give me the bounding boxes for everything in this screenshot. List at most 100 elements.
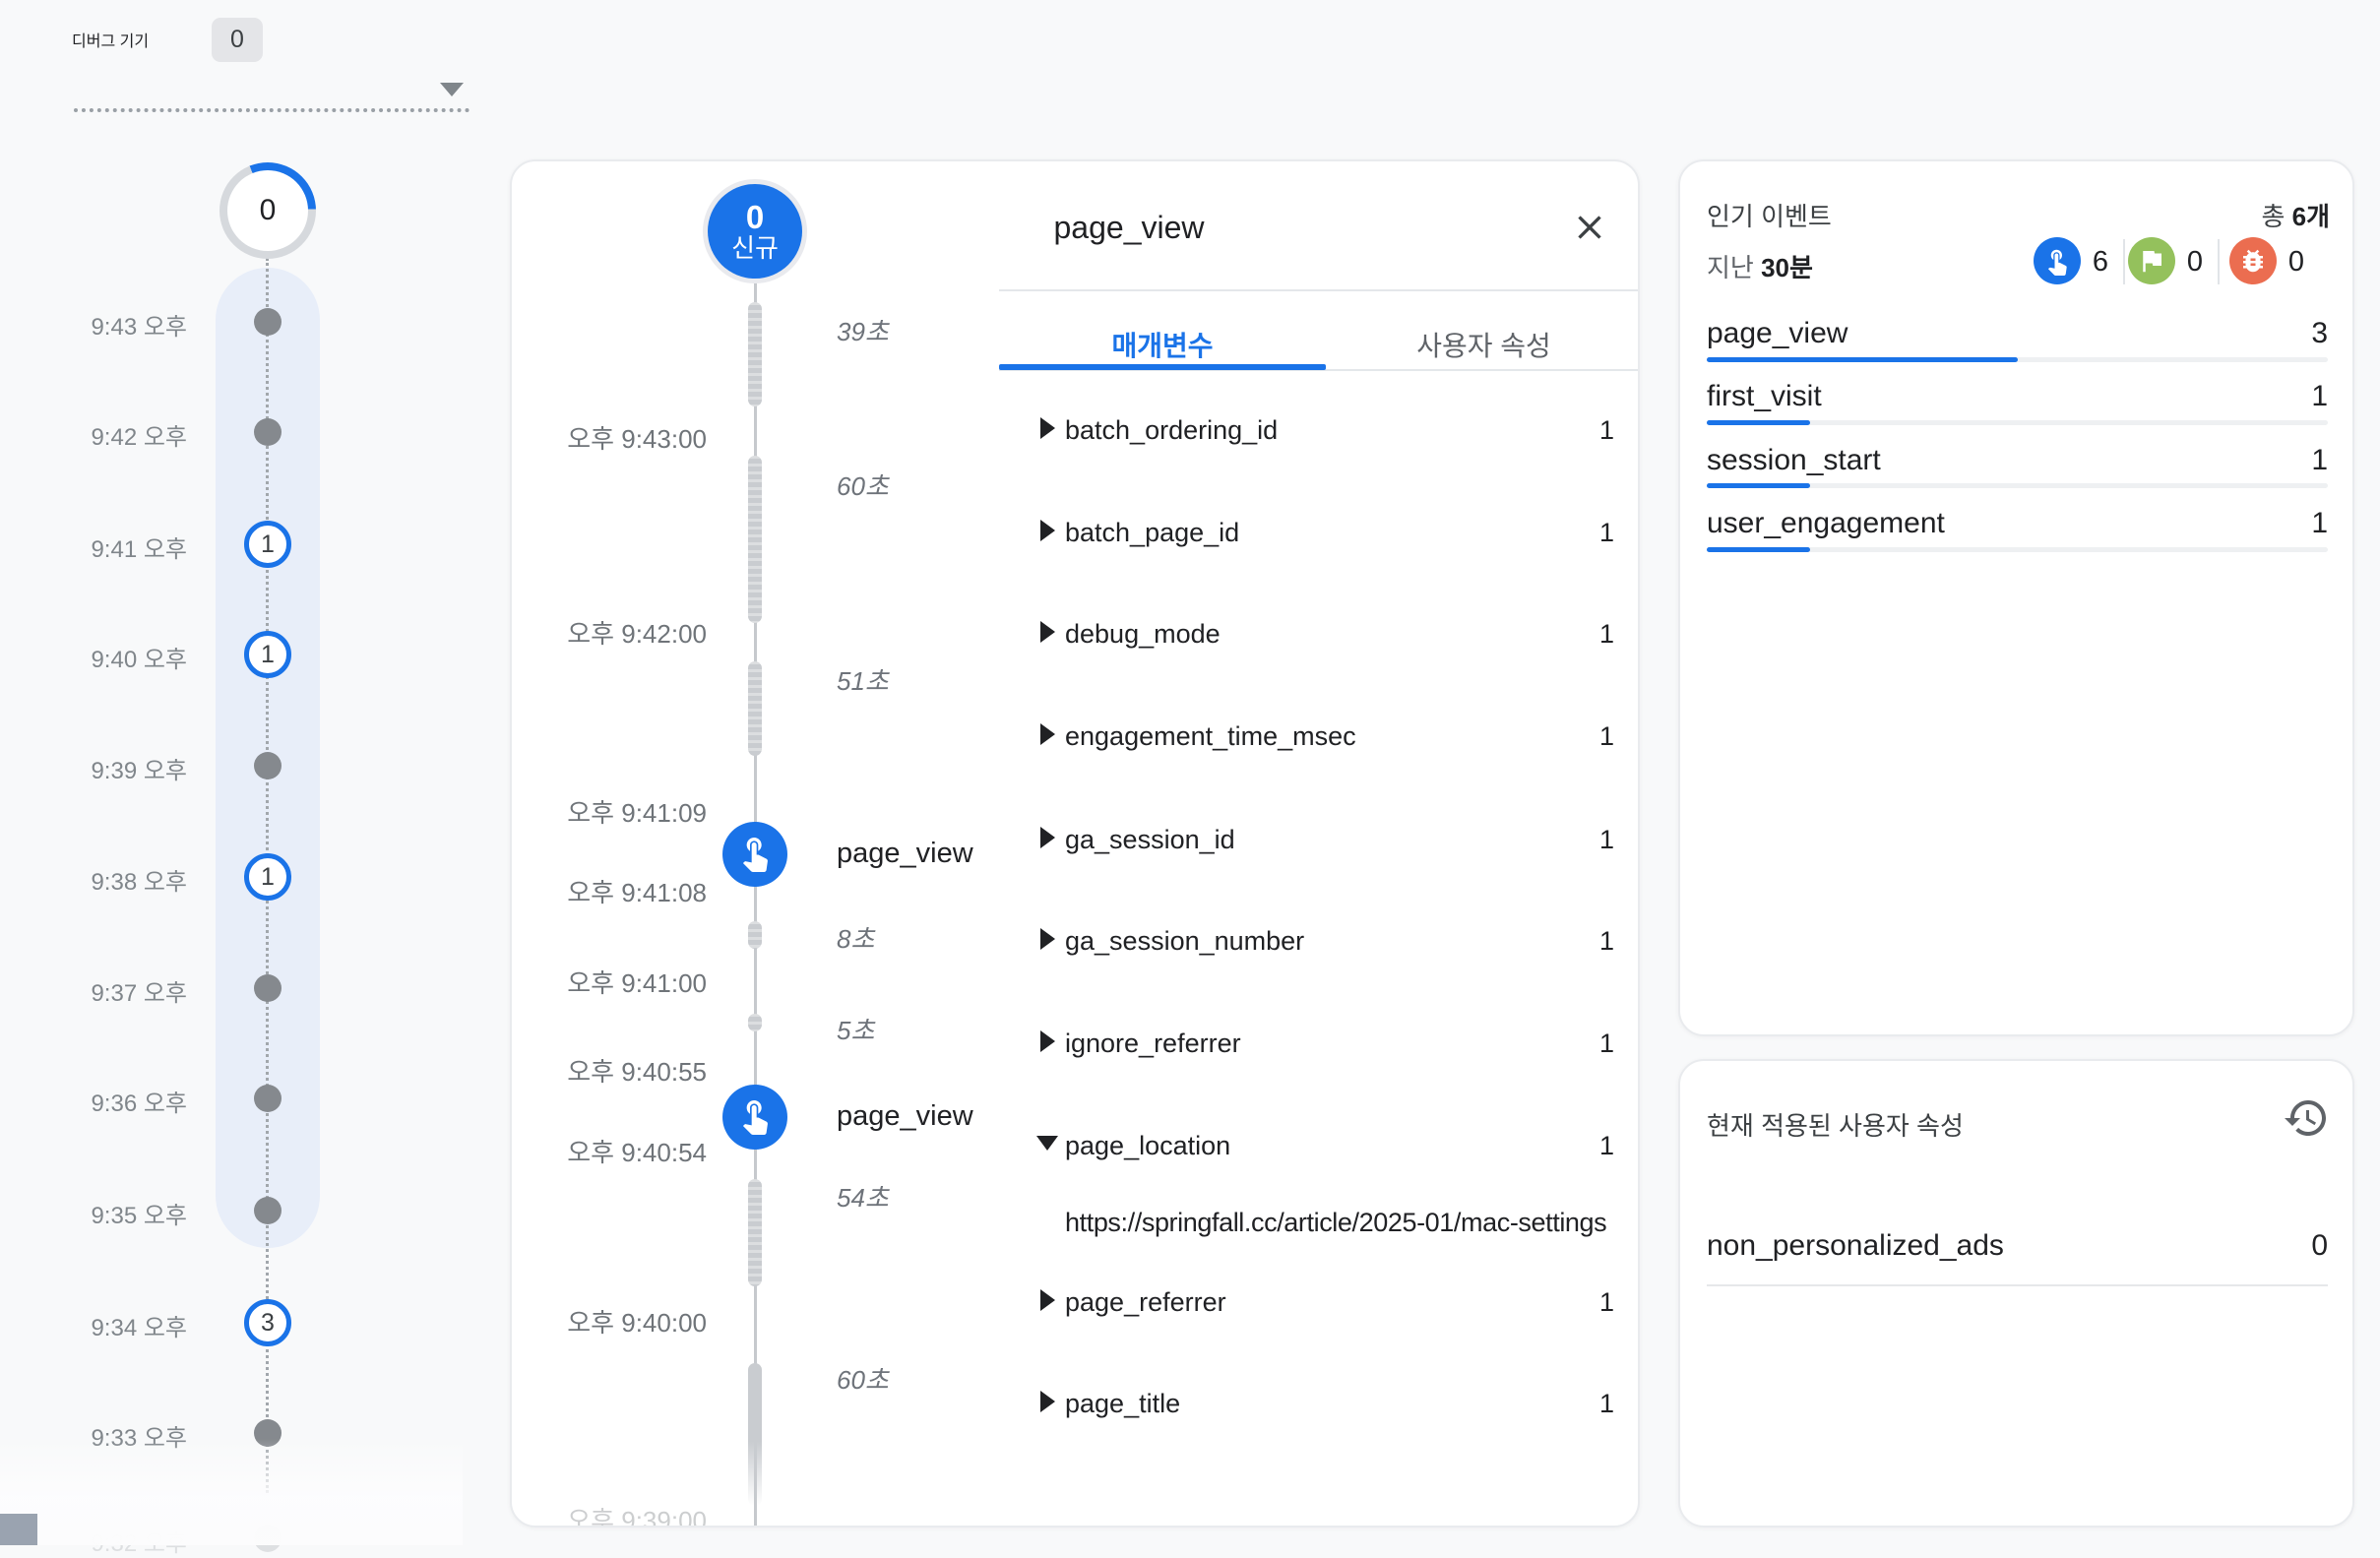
tick-time: 9:43 오후 xyxy=(91,314,187,341)
event-row-track xyxy=(1707,483,2328,488)
errors-count: 0 xyxy=(2287,246,2305,278)
param-value: 1 xyxy=(1598,415,1614,445)
param-name[interactable]: batch_page_id xyxy=(1065,518,1240,547)
stream-event-name[interactable]: page_view xyxy=(837,838,973,869)
tick-count-circle[interactable]: 1 xyxy=(244,631,291,678)
tick-count-circle[interactable]: 1 xyxy=(244,521,291,568)
period-prefix: 지난 xyxy=(1707,253,1754,282)
event-node[interactable] xyxy=(722,1085,787,1150)
flag-icon xyxy=(2128,237,2175,284)
event-row-name[interactable]: user_engagement xyxy=(1707,507,1945,539)
stream-line xyxy=(754,280,757,1526)
param-name[interactable]: ga_session_number xyxy=(1065,926,1305,956)
tick-dot xyxy=(254,308,282,336)
expand-arrow-icon[interactable] xyxy=(1040,723,1055,745)
new-users-label: 신규 xyxy=(731,232,779,263)
touch-icon xyxy=(735,833,775,877)
tab-user-properties[interactable]: 사용자 속성 xyxy=(1416,331,1551,361)
tick-time: 9:39 오후 xyxy=(91,758,187,784)
param-name[interactable]: ignore_referrer xyxy=(1065,1028,1241,1058)
counter-divider xyxy=(2123,239,2125,284)
engagement-bar xyxy=(748,302,762,406)
tick-dot xyxy=(254,1197,282,1224)
param-detail-value: https://springfall.cc/article/2025-01/ma… xyxy=(1065,1208,1607,1237)
stream-timestamp: 오후 9:41:09 xyxy=(567,798,707,828)
new-users-badge[interactable]: 0 신규 xyxy=(708,184,802,279)
param-name[interactable]: page_referrer xyxy=(1065,1287,1226,1317)
device-count-badge: 0 xyxy=(212,18,263,62)
tick-count-circle[interactable]: 1 xyxy=(244,853,291,901)
param-value: 1 xyxy=(1598,825,1614,854)
top-events-card: 인기 이벤트 총 6개 지난 30분 6 0 0 page_view 3 fir… xyxy=(1678,159,2354,1036)
engagement-bar xyxy=(748,1179,762,1286)
period-value: 30분 xyxy=(1761,253,1813,282)
detail-panel-title: page_view xyxy=(1053,210,1205,245)
event-row-name[interactable]: first_visit xyxy=(1707,380,1822,412)
event-node[interactable] xyxy=(722,822,787,887)
tick-time: 9:42 오후 xyxy=(91,424,187,451)
user-properties-title: 현재 적용된 사용자 속성 xyxy=(1707,1111,1964,1141)
param-name[interactable]: debug_mode xyxy=(1065,619,1221,649)
engagement-bar xyxy=(748,921,762,949)
param-name[interactable]: engagement_time_msec xyxy=(1065,721,1356,751)
stream-timestamp: 오후 9:40:54 xyxy=(567,1138,707,1167)
events-count: 6 xyxy=(2092,246,2109,278)
param-name[interactable]: page_title xyxy=(1065,1389,1181,1418)
minutes-donut[interactable]: 0 xyxy=(219,162,316,259)
tick-time: 9:37 오후 xyxy=(91,980,187,1007)
stream-timestamp: 오후 9:41:08 xyxy=(567,878,707,907)
tick-time: 9:41 오후 xyxy=(91,536,187,563)
scrollbar-corner[interactable] xyxy=(0,1514,37,1545)
user-property-name: non_personalized_ads xyxy=(1707,1229,2004,1262)
event-row-count: 1 xyxy=(2311,380,2328,412)
event-row-count: 1 xyxy=(2311,444,2328,476)
collapse-arrow-icon[interactable] xyxy=(1036,1136,1058,1151)
history-icon[interactable] xyxy=(2283,1094,2330,1147)
user-properties-card: 현재 적용된 사용자 속성 non_personalized_ads 0 xyxy=(1678,1059,2354,1527)
tick-dot xyxy=(254,418,282,446)
expand-arrow-icon[interactable] xyxy=(1040,827,1055,848)
device-select[interactable] xyxy=(74,79,470,112)
tick-time: 9:36 오후 xyxy=(91,1091,187,1117)
stream-duration: 8초 xyxy=(837,924,875,954)
close-icon[interactable] xyxy=(1568,206,1611,249)
expand-arrow-icon[interactable] xyxy=(1040,1289,1055,1311)
tick-time: 9:38 오후 xyxy=(91,869,187,896)
stream-timestamp: 오후 9:39:00 xyxy=(567,1506,707,1527)
engagement-bar xyxy=(748,456,762,623)
param-value: 1 xyxy=(1598,1131,1614,1160)
expand-arrow-icon[interactable] xyxy=(1040,520,1055,541)
bug-icon xyxy=(2229,237,2277,284)
user-property-value: 0 xyxy=(2311,1229,2328,1262)
tab-parameters[interactable]: 매개변수 xyxy=(1111,331,1214,361)
event-row-bar xyxy=(1707,420,1811,425)
device-dropdown-arrow-icon[interactable] xyxy=(440,83,464,96)
active-tab-underline xyxy=(999,364,1326,370)
tick-count-circle[interactable]: 3 xyxy=(244,1299,291,1346)
counter-divider xyxy=(2218,239,2220,284)
stream-event-name[interactable]: page_view xyxy=(837,1100,973,1132)
event-row-bar xyxy=(1707,547,1811,552)
expand-arrow-icon[interactable] xyxy=(1040,621,1055,643)
event-row-name[interactable]: page_view xyxy=(1707,317,1848,349)
expand-arrow-icon[interactable] xyxy=(1040,417,1055,439)
tabs-divider xyxy=(999,369,1638,371)
event-row-name[interactable]: session_start xyxy=(1707,444,1881,476)
minutes-donut-count: 0 xyxy=(227,170,308,251)
event-row-track xyxy=(1707,420,2328,425)
param-name[interactable]: batch_ordering_id xyxy=(1065,415,1279,445)
conversions-count: 0 xyxy=(2186,246,2204,278)
expand-arrow-icon[interactable] xyxy=(1040,928,1055,950)
stream-timestamp: 오후 9:40:55 xyxy=(567,1057,707,1087)
tick-dot xyxy=(254,974,282,1002)
new-users-count: 0 xyxy=(745,199,765,236)
param-name[interactable]: ga_session_id xyxy=(1065,825,1235,854)
expand-arrow-icon[interactable] xyxy=(1040,1030,1055,1052)
param-name[interactable]: page_location xyxy=(1065,1131,1231,1160)
stream-timestamp: 오후 9:41:00 xyxy=(567,968,707,998)
timeline-bottom-fade xyxy=(0,1439,463,1545)
expand-arrow-icon[interactable] xyxy=(1040,1391,1055,1412)
param-value: 1 xyxy=(1598,518,1614,547)
total-value: 6개 xyxy=(2291,202,2330,231)
